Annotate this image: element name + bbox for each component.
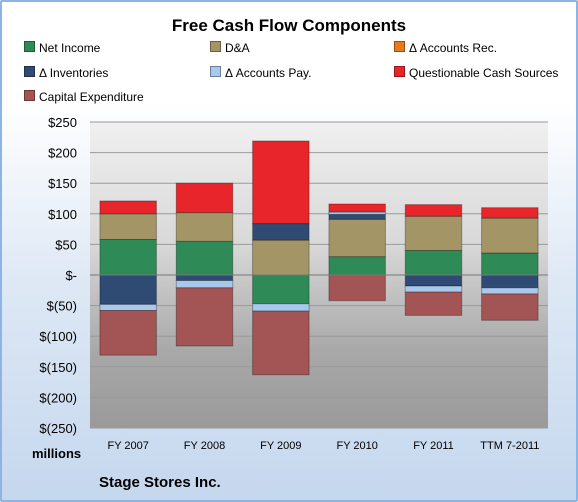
bar-segment	[175, 280, 234, 289]
bar-segment	[175, 212, 234, 242]
legend-label: D&A	[225, 41, 250, 55]
x-tick-label: FY 2011	[413, 440, 454, 452]
legend-questionable-cash-sources: Questionable Cash Sources	[394, 66, 558, 80]
bar-segment	[99, 274, 157, 305]
bar-segment	[328, 256, 386, 276]
company-name: Stage Stores Inc.	[99, 474, 221, 491]
x-tick-label: FY 2009	[260, 440, 301, 452]
bar-segment	[252, 223, 310, 241]
bar-segment	[252, 274, 310, 305]
bar-segment	[328, 218, 386, 258]
bar-segment	[481, 207, 539, 219]
bar-segment	[175, 240, 234, 276]
y-tick-label: $200	[48, 146, 77, 161]
bar-segment	[404, 274, 463, 287]
x-tick-label: FY 2007	[107, 440, 148, 452]
legend-inventories: Δ Inventories	[24, 66, 108, 80]
legend-label: Questionable Cash Sources	[409, 66, 559, 80]
bar-segment	[481, 293, 539, 321]
y-tick-label: $100	[48, 207, 77, 222]
y-tick-label: $(200)	[39, 390, 77, 405]
legend-label: Δ Accounts Pay.	[225, 66, 312, 80]
bar-segment	[252, 140, 310, 225]
legend-swatch-accounts-pay	[210, 66, 221, 77]
bar-segment	[328, 274, 386, 302]
y-tick-label: $150	[48, 176, 77, 191]
legend-label: Net Income	[39, 41, 101, 55]
bar-segment	[99, 213, 157, 241]
y-tick-label: $(100)	[39, 329, 77, 344]
legend-swatch-accounts-rec	[394, 41, 405, 52]
chart-title: Free Cash Flow Components	[171, 16, 407, 35]
x-tick-label: FY 2010	[336, 440, 377, 452]
bar-segment	[252, 239, 310, 276]
bar-segment	[252, 303, 310, 312]
legend-label: Capital Expenditure	[39, 90, 144, 104]
bar-segment	[175, 182, 234, 214]
bar-segment	[99, 200, 157, 215]
legend-label: Δ Accounts Rec.	[409, 41, 498, 55]
y-tick-label: $(50)	[47, 299, 77, 314]
bar-segment	[99, 303, 157, 311]
legend-net-income: Net Income	[24, 41, 100, 55]
legend-accounts-pay: Δ Accounts Pay.	[210, 66, 312, 80]
legend-label: Δ Inventories	[39, 66, 109, 80]
legend-swatch-inventories	[24, 66, 35, 77]
bar-segment	[99, 309, 157, 356]
bar-segment	[481, 274, 539, 289]
bar-segment	[404, 215, 463, 252]
legend-swatch-net-income	[24, 41, 35, 52]
legend-accounts-rec: Δ Accounts Rec.	[394, 41, 497, 55]
bar-segment	[481, 287, 539, 295]
bar-segment	[252, 310, 310, 376]
legend-capital-expenditure: Capital Expenditure	[24, 90, 144, 104]
legend-swatch-d-and-a	[210, 41, 221, 52]
units-label: millions	[32, 446, 82, 461]
bar-segment	[404, 204, 463, 217]
y-tick-label: $50	[55, 237, 77, 252]
bar-segment	[481, 217, 539, 254]
bar-segment	[175, 274, 234, 282]
legend-swatch-questionable-cash-sources	[394, 66, 405, 77]
y-tick-label: $(250)	[39, 421, 77, 436]
y-tick-label: $(150)	[39, 360, 77, 375]
bar-segment	[328, 211, 386, 215]
bar-segment	[328, 213, 386, 220]
bar-segment	[99, 239, 157, 276]
legend-swatch-capital-expenditure	[24, 90, 35, 101]
bar-segment	[404, 285, 463, 293]
bar-segment	[481, 252, 539, 276]
x-tick-label: TTM 7-2011	[480, 440, 539, 452]
bar-segment	[328, 203, 386, 213]
y-tick-label: $250	[48, 115, 77, 130]
bar-segment	[404, 250, 463, 276]
y-tick-label: $-	[65, 268, 77, 283]
bar-segment	[404, 291, 463, 316]
x-tick-label: FY 2008	[184, 440, 225, 452]
bar-segment	[175, 287, 234, 347]
legend-d-and-a: D&A	[210, 41, 250, 55]
